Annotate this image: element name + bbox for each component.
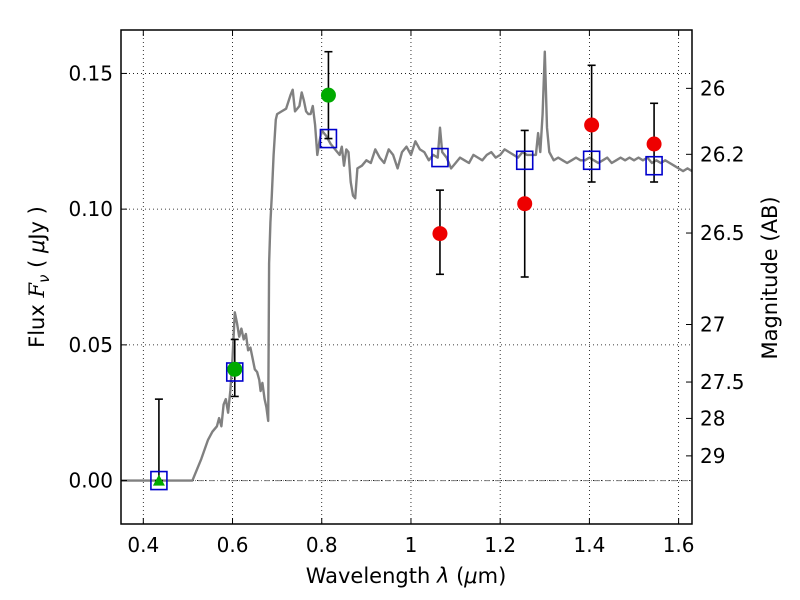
right-tick-label: 26.2 [700, 142, 745, 166]
measurement-circle-marker [517, 196, 533, 212]
y-tick-label: 0.00 [68, 469, 113, 493]
y-tick-label: 0.05 [68, 333, 113, 357]
right-tick-label: 26.5 [700, 221, 745, 245]
measured-photometry-markers [152, 87, 662, 486]
x-tick-label: 1.2 [484, 533, 516, 557]
x-axis-label-unit-open: ( [449, 564, 464, 588]
x-axis-label-unit-rest: m) [478, 564, 507, 588]
x-tick-label: 1 [405, 533, 418, 557]
model-spectrum-line [121, 50, 693, 482]
error-bars [154, 50, 659, 482]
model-spectrum [121, 50, 693, 482]
x-axis-label-symbol: λ [436, 564, 449, 588]
plot-frame [120, 29, 693, 525]
y-axis-label-prefix: Flux [25, 298, 49, 348]
model-photometry-square [582, 150, 601, 171]
x-tick-label: 1.4 [573, 533, 605, 557]
axis-ticks: 0.4 0.6 0.8 1 1.2 1.4 1.6 0.00 0.05 0.10 0.15 26 26.… [68, 30, 745, 557]
x-tick-label: 0.8 [306, 533, 338, 557]
y-axis-label-unit-open: ( [25, 253, 49, 275]
right-tick-label: 27.5 [700, 370, 745, 394]
y-axis-label-unit-mu: μ [25, 240, 49, 254]
x-tick-label: 1.6 [663, 533, 695, 557]
x-tick-label: 0.4 [127, 533, 159, 557]
x-axis-label-unit-mu: μ [463, 564, 477, 588]
detection-circle-marker [320, 87, 336, 103]
model-photometry-square [645, 155, 663, 176]
right-tick-label: 29 [700, 444, 725, 468]
model-photometry-markers [150, 128, 663, 491]
x-tick-label: 0.6 [217, 533, 249, 557]
right-tick-label: 28 [700, 406, 725, 430]
model-photometry-square [515, 150, 534, 171]
y-axis-label-symbol: F [25, 282, 49, 299]
model-photometry-square [150, 470, 168, 491]
measurement-circle-marker [432, 226, 448, 242]
detection-triangle-marker [152, 474, 165, 486]
measurement-circle-marker [584, 117, 600, 133]
y-axis-label-sub: ν [35, 275, 53, 283]
x-axis-label: Wavelength λ (μm) [306, 564, 507, 588]
right-tick-label: 26 [700, 76, 725, 100]
x-axis-label-prefix: Wavelength [306, 564, 437, 588]
y-tick-label: 0.10 [68, 197, 113, 221]
y-axis-label-unit-rest: Jy ) [25, 206, 49, 242]
detection-circle-marker [227, 361, 243, 377]
y-axis-label: Flux Fν ( μJy ) [25, 206, 53, 348]
right-tick-label: 27 [700, 313, 725, 337]
model-photometry-square [431, 147, 449, 168]
right-axis-label: Magnitude (AB) [758, 196, 782, 359]
model-photometry-square [319, 128, 338, 149]
measurement-circle-marker [646, 136, 662, 152]
y-tick-label: 0.15 [68, 61, 113, 85]
grid-lines [121, 30, 692, 524]
